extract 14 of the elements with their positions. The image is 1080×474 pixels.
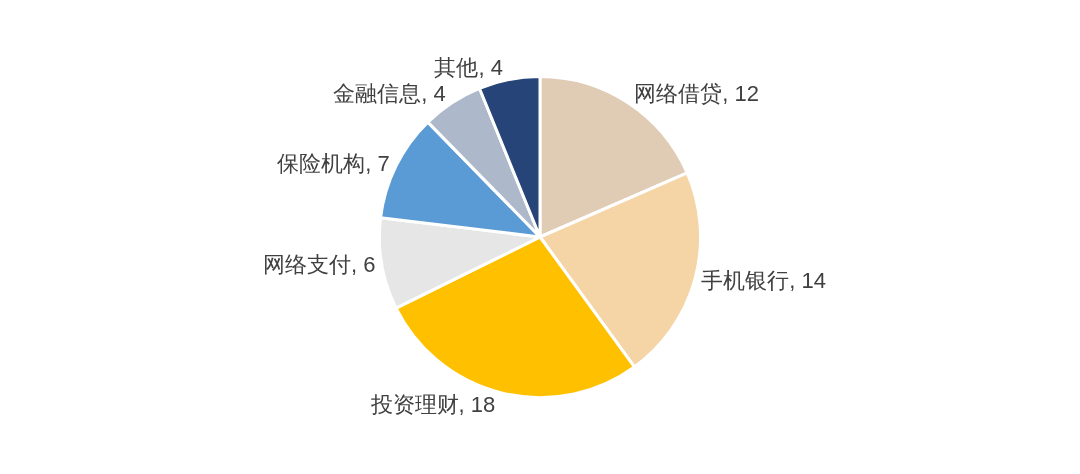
data-label: , 6: [350, 251, 376, 277]
data-label: , 12: [722, 81, 759, 107]
slice-label: 网络借贷: [634, 81, 723, 107]
slice-label: 保险机构: [277, 150, 366, 176]
slice-label: 网络支付: [262, 251, 351, 277]
slice-label: 其他: [434, 54, 479, 80]
slice-label: 手机银行: [701, 267, 790, 293]
data-label: , 4: [478, 54, 503, 80]
data-label: , 7: [365, 150, 390, 176]
data-label: , 18: [458, 392, 496, 418]
data-label: , 14: [789, 267, 826, 293]
slice-label: 金融信息: [333, 81, 422, 107]
slice-label: 投资理财: [369, 392, 459, 418]
data-label: , 4: [421, 81, 446, 107]
